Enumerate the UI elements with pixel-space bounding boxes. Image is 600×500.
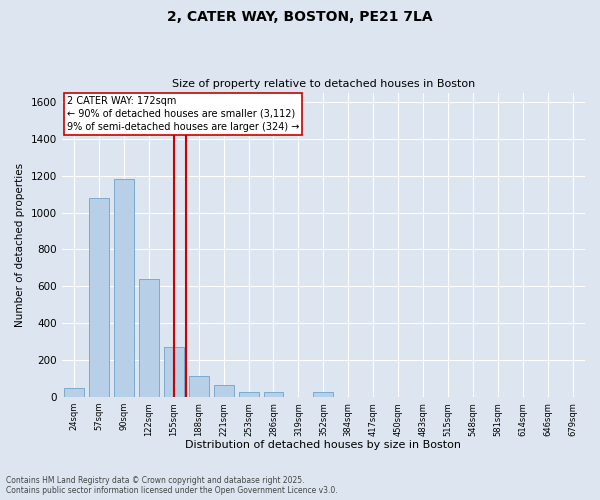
Text: 2, CATER WAY, BOSTON, PE21 7LA: 2, CATER WAY, BOSTON, PE21 7LA: [167, 10, 433, 24]
Bar: [114, 180, 134, 397]
Bar: [89, 198, 109, 397]
Bar: [263, 392, 283, 397]
Bar: [164, 348, 184, 397]
X-axis label: Distribution of detached houses by size in Boston: Distribution of detached houses by size …: [185, 440, 461, 450]
Bar: [239, 392, 259, 397]
Bar: [139, 279, 159, 397]
Bar: [64, 388, 84, 397]
Y-axis label: Number of detached properties: Number of detached properties: [15, 163, 25, 327]
Text: 2 CATER WAY: 172sqm
← 90% of detached houses are smaller (3,112)
9% of semi-deta: 2 CATER WAY: 172sqm ← 90% of detached ho…: [67, 96, 299, 132]
Bar: [313, 392, 334, 397]
Title: Size of property relative to detached houses in Boston: Size of property relative to detached ho…: [172, 79, 475, 89]
Bar: [189, 376, 209, 397]
Bar: [214, 385, 233, 397]
Text: Contains HM Land Registry data © Crown copyright and database right 2025.
Contai: Contains HM Land Registry data © Crown c…: [6, 476, 338, 495]
